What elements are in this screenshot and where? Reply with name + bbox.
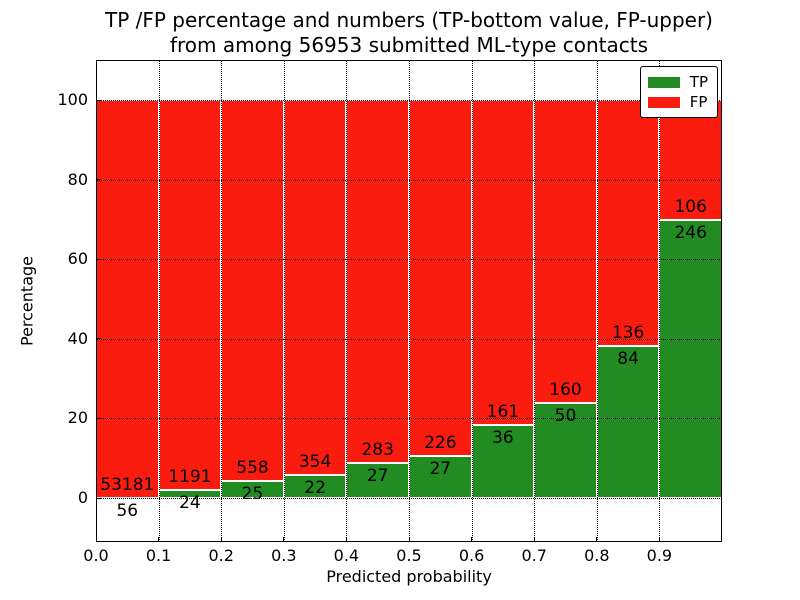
legend-label: TP bbox=[689, 73, 708, 91]
y-tick-mark bbox=[96, 258, 101, 260]
fp-count-label: 53181 bbox=[100, 474, 155, 495]
y-tick-label: 80 bbox=[67, 169, 88, 189]
x-tick-mark bbox=[158, 537, 160, 542]
tp-count-label: 84 bbox=[617, 349, 639, 370]
legend-swatch-fp-icon bbox=[647, 96, 680, 108]
tp-count-label: 24 bbox=[179, 493, 201, 514]
fp-count-label: 106 bbox=[674, 196, 707, 217]
x-tick-mark bbox=[658, 537, 660, 542]
fp-count-label: 354 bbox=[298, 451, 332, 472]
gridline-vertical bbox=[534, 60, 536, 542]
gridline-vertical bbox=[659, 60, 661, 542]
bar-segment-tp bbox=[659, 219, 722, 498]
bar-segment-fp bbox=[596, 100, 660, 347]
gridline-vertical bbox=[409, 60, 410, 542]
bar-segment-fp bbox=[158, 100, 222, 491]
gridline-vertical bbox=[346, 60, 348, 542]
gridline-vertical bbox=[471, 60, 473, 542]
y-tick-mark bbox=[96, 338, 101, 340]
x-tick-mark bbox=[283, 537, 285, 542]
x-tick-label: 0.0 bbox=[83, 546, 109, 565]
tp-count-label: 27 bbox=[366, 466, 389, 487]
y-tick-label: 20 bbox=[67, 408, 88, 428]
x-tick-label: 0.7 bbox=[521, 546, 547, 565]
x-tick-label: 0.9 bbox=[646, 546, 673, 565]
x-tick-mark bbox=[408, 537, 410, 542]
x-tick-label: 0.3 bbox=[271, 546, 297, 565]
gridline-horizontal bbox=[96, 100, 722, 101]
x-tick-label: 0.4 bbox=[333, 546, 360, 565]
bar-segment-fp bbox=[534, 100, 597, 404]
fp-count-label: 226 bbox=[424, 432, 457, 453]
legend-label: FP bbox=[689, 93, 708, 111]
y-tick-mark bbox=[96, 179, 101, 181]
gridline-horizontal bbox=[96, 179, 722, 181]
bar-segment-tp bbox=[409, 455, 472, 498]
x-tick-mark bbox=[95, 537, 97, 542]
fp-count-label: 558 bbox=[236, 457, 269, 478]
gridline-horizontal bbox=[96, 498, 722, 500]
x-tick-mark bbox=[596, 537, 598, 542]
legend-item-tp: TP bbox=[647, 72, 708, 92]
y-tick-label: 60 bbox=[67, 249, 88, 269]
legend-item-fp: FP bbox=[647, 92, 708, 112]
bar-segment-fp bbox=[221, 100, 284, 481]
legend-swatch-tp-icon bbox=[647, 76, 680, 88]
bar-segment-fp bbox=[346, 100, 409, 464]
gridline-vertical bbox=[158, 60, 160, 542]
gridline-horizontal bbox=[96, 259, 722, 261]
chart-title: TP /FP percentage and numbers (TP-bottom… bbox=[96, 8, 722, 58]
gridline-vertical bbox=[596, 60, 598, 542]
legend: TP FP bbox=[639, 66, 718, 118]
tp-count-label: 27 bbox=[429, 458, 452, 479]
tp-count-label: 50 bbox=[554, 406, 577, 427]
x-tick-label: 0.6 bbox=[458, 546, 485, 565]
y-tick-mark bbox=[96, 417, 101, 419]
y-tick-label: 0 bbox=[77, 488, 88, 508]
y-tick-mark bbox=[96, 99, 101, 101]
y-tick-label: 100 bbox=[57, 90, 88, 109]
x-tick-mark bbox=[471, 537, 473, 542]
gridline-horizontal bbox=[96, 338, 722, 340]
fp-count-label: 161 bbox=[486, 402, 520, 423]
plot-area: TP FP 53181 56 1191 24 558 25 354 22 283 27 226 27 16… bbox=[95, 60, 722, 542]
bar-segment-fp bbox=[283, 100, 347, 475]
tp-count-label: 36 bbox=[492, 428, 514, 449]
fp-count-label: 160 bbox=[549, 380, 582, 401]
x-axis-label: Predicted probability bbox=[326, 567, 492, 586]
bar-segment-tp bbox=[346, 463, 409, 498]
x-tick-label: 0.1 bbox=[145, 546, 172, 565]
fp-count-label: 136 bbox=[611, 323, 645, 344]
fp-count-label: 1191 bbox=[168, 467, 212, 488]
chart-title-line2: from among 56953 submitted ML-type conta… bbox=[169, 33, 649, 57]
gridline-vertical bbox=[283, 60, 285, 542]
bar-segment-fp bbox=[471, 100, 535, 426]
y-tick-label: 40 bbox=[67, 328, 88, 348]
x-tick-label: 0.2 bbox=[208, 546, 234, 565]
x-tick-mark bbox=[345, 537, 347, 542]
bar-segment-tp bbox=[471, 425, 535, 498]
gridline-vertical bbox=[221, 60, 223, 542]
bar-segment-fp bbox=[409, 100, 472, 456]
tp-count-label: 22 bbox=[304, 477, 326, 498]
tp-count-label: 56 bbox=[116, 500, 139, 521]
bar-segment-fp bbox=[96, 100, 159, 498]
tp-count-label: 246 bbox=[674, 222, 707, 243]
fp-count-label: 283 bbox=[361, 440, 394, 461]
y-tick-mark bbox=[96, 497, 101, 499]
x-tick-label: 0.8 bbox=[584, 546, 610, 565]
gridline-horizontal bbox=[96, 418, 722, 420]
tp-count-label: 25 bbox=[241, 483, 264, 504]
x-tick-mark bbox=[220, 537, 222, 542]
x-tick-mark bbox=[533, 537, 535, 542]
x-tick-label: 0.5 bbox=[396, 546, 422, 565]
chart-title-line1: TP /FP percentage and numbers (TP-bottom… bbox=[105, 8, 713, 32]
